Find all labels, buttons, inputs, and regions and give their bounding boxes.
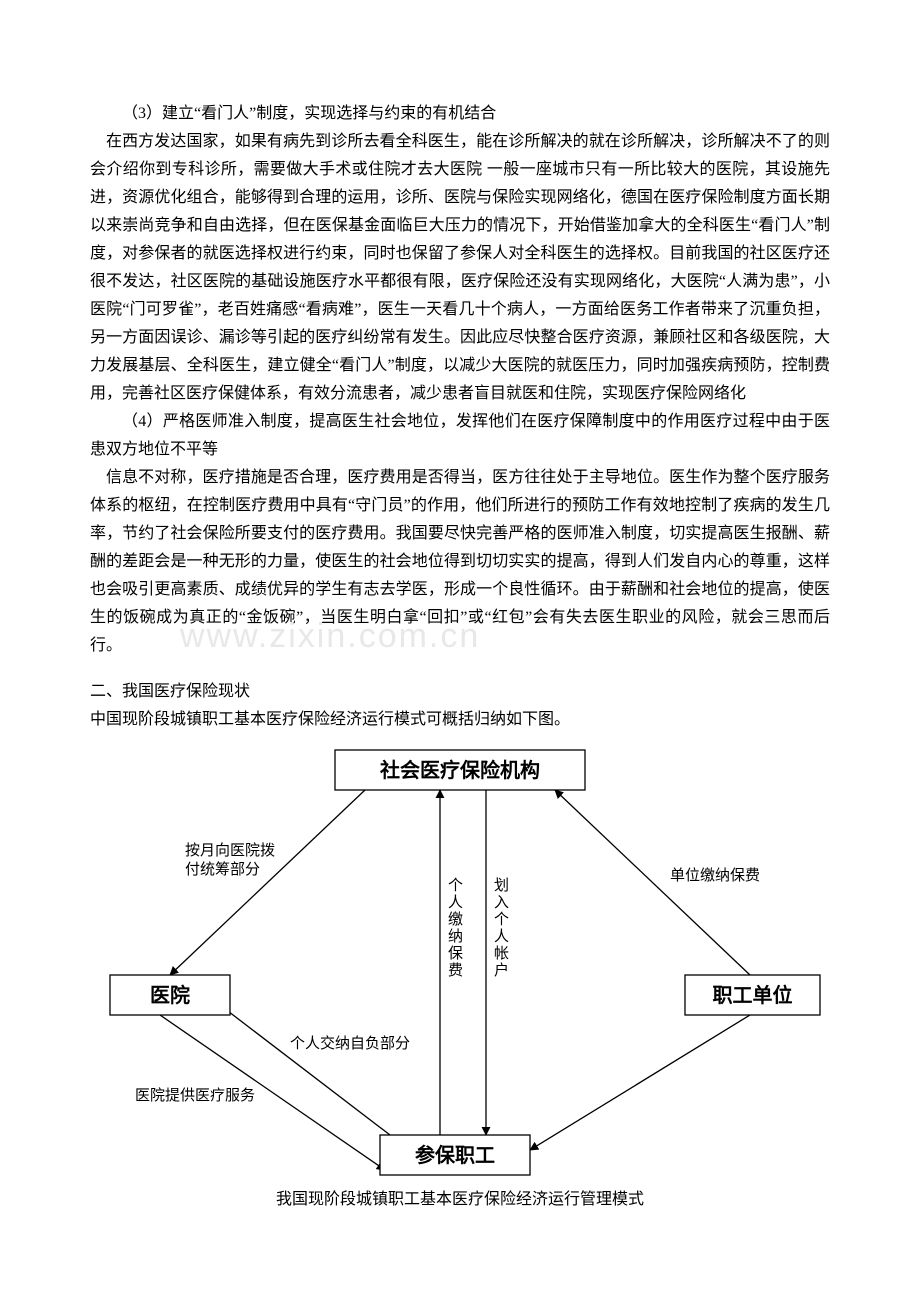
svg-text:人: 人 (494, 928, 509, 945)
flow-diagram-svg: 按月向医院拨付统筹部分单位缴纳保费个人缴纳保费划入个人帐户个人交纳自负部分医院提… (90, 740, 830, 1180)
svg-text:付统筹部分: 付统筹部分 (185, 861, 260, 878)
svg-text:个人交纳自负部分: 个人交纳自负部分 (290, 1034, 410, 1052)
svg-text:按月向医院拨: 按月向医院拨 (185, 841, 275, 859)
diagram-caption: 我国现阶段城镇职工基本医疗保险经济运行管理模式 (90, 1186, 830, 1214)
svg-text:入: 入 (494, 895, 509, 911)
svg-text:医院提供医疗服务: 医院提供医疗服务 (135, 1086, 255, 1104)
section-2-subtext: 中国现阶段城镇职工基本医疗保险经济运行模式可概括归纳如下图。 (90, 706, 830, 734)
svg-text:帐: 帐 (494, 945, 509, 962)
paragraph-4-heading: （4）严格医师准入制度，提高医生社会地位，发挥他们在医疗保障制度中的作用医疗过程… (90, 408, 830, 464)
svg-text:职工单位: 职工单位 (713, 983, 793, 1007)
section-2-heading: 二、我国医疗保险现状 (90, 678, 830, 706)
svg-text:纳: 纳 (448, 928, 463, 945)
svg-text:医院: 医院 (150, 983, 190, 1007)
svg-text:社会医疗保险机构: 社会医疗保险机构 (379, 758, 540, 782)
paragraph-3-heading: （3）建立“看门人”制度，实现选择与约束的有机结合 (90, 100, 830, 128)
svg-text:个: 个 (494, 911, 509, 928)
svg-text:个: 个 (448, 877, 463, 894)
svg-text:人: 人 (448, 894, 463, 911)
svg-text:保: 保 (448, 945, 463, 962)
svg-text:缴: 缴 (448, 911, 463, 928)
paragraph-4-body: 信息不对称，医疗措施是否合理，医疗费用是否得当，医方往往处于主导地位。医生作为整… (90, 464, 830, 660)
flow-diagram: 按月向医院拨付统筹部分单位缴纳保费个人缴纳保费划入个人帐户个人交纳自负部分医院提… (90, 740, 830, 1180)
svg-text:户: 户 (494, 962, 509, 979)
svg-text:参保职工: 参保职工 (415, 1143, 495, 1167)
svg-text:单位缴纳保费: 单位缴纳保费 (670, 867, 760, 884)
svg-text:费: 费 (448, 962, 463, 979)
paragraph-3-body: 在西方发达国家，如果有病先到诊所去看全科医生，能在诊所解决的就在诊所解决，诊所解… (90, 128, 830, 408)
svg-text:划: 划 (494, 877, 509, 894)
